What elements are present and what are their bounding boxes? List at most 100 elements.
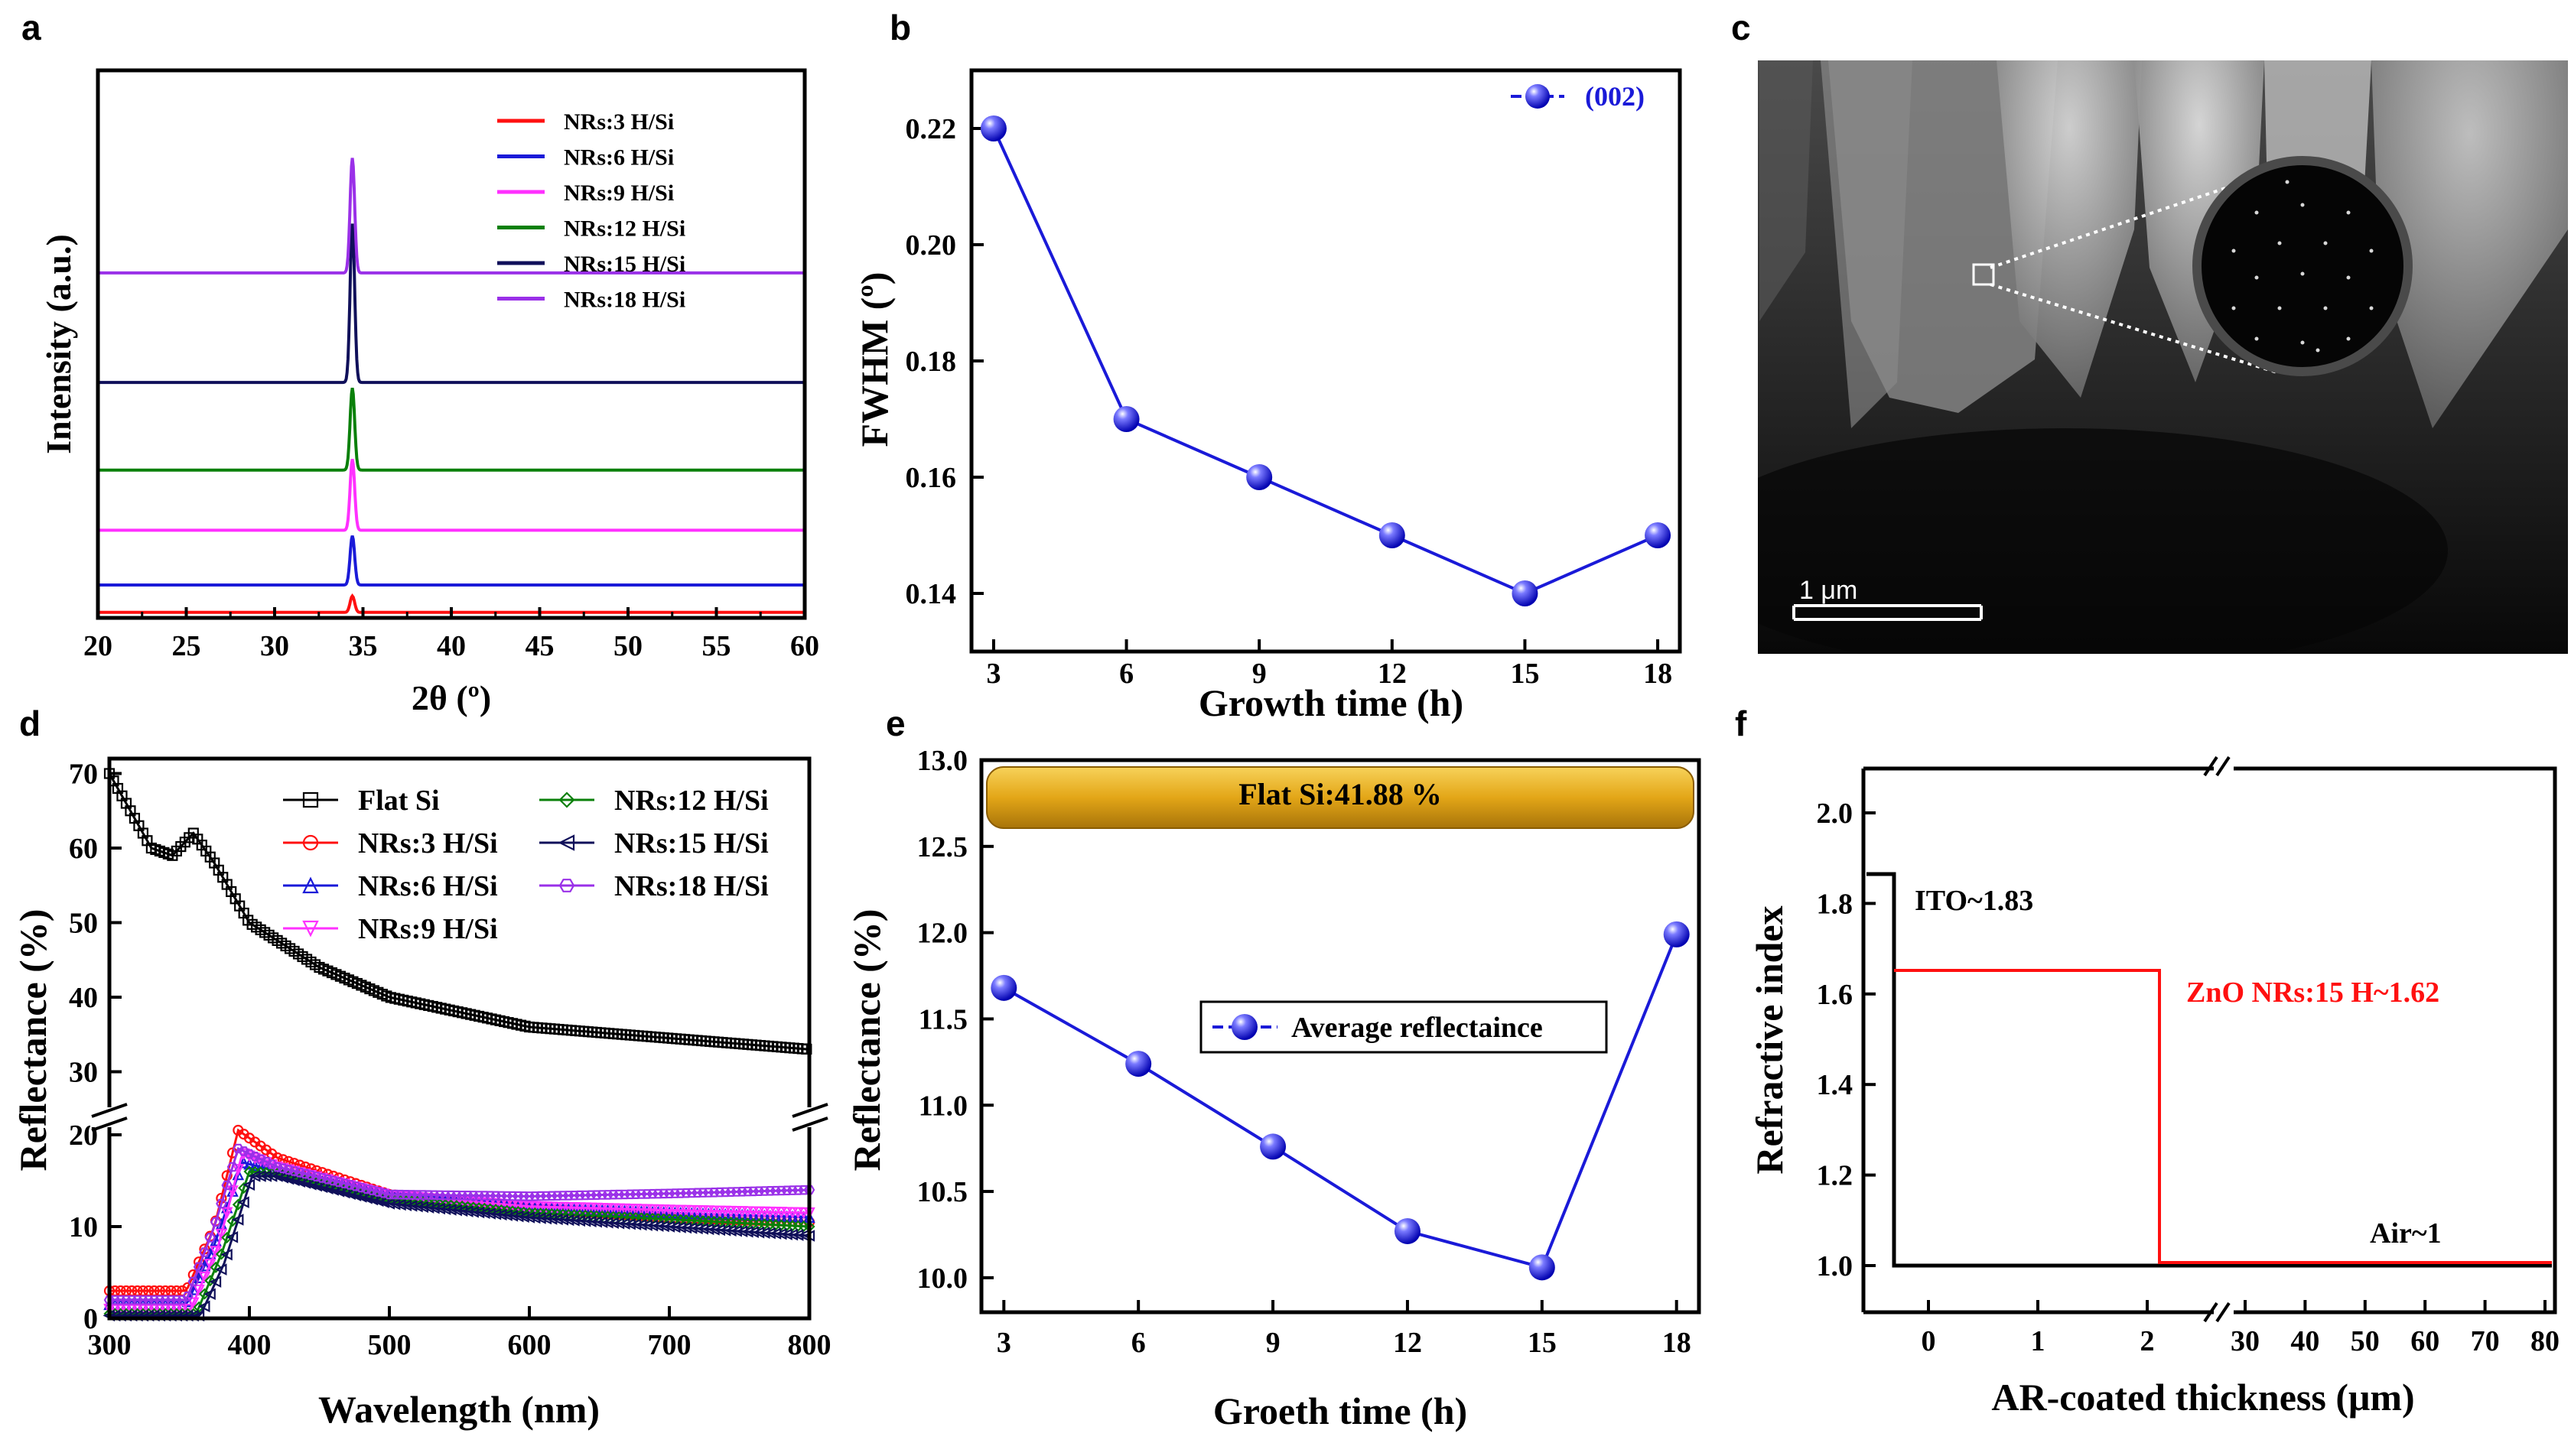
d-y-tick-label: 0 [83, 1303, 98, 1335]
d-marker [634, 1218, 647, 1231]
d-marker [702, 1205, 715, 1217]
f-y-tick-label: 1.0 [1817, 1250, 1853, 1282]
d-marker [477, 1207, 490, 1220]
d-marker [685, 1222, 698, 1234]
d-marker [619, 1189, 630, 1200]
d-marker [719, 1205, 731, 1218]
sem-zoom-region [1972, 263, 1995, 286]
f-xlabel: AR-coated thickness (μm) [1991, 1376, 2414, 1419]
b-ylabel: FWHM (º) [853, 272, 896, 447]
d-marker [500, 1209, 513, 1221]
d-marker [724, 1224, 737, 1237]
d-marker [786, 1228, 799, 1241]
d-marker [685, 1204, 698, 1217]
d-marker [193, 1262, 205, 1272]
e-x-tick-label: 15 [1528, 1327, 1557, 1359]
d-marker [741, 1225, 753, 1238]
d-ylabel: Reflectance (%) [11, 909, 54, 1172]
a-series-lines [98, 158, 805, 614]
d-marker [220, 1207, 233, 1220]
b-x-tick-label: 9 [1252, 658, 1267, 690]
b-x-tick-label: 18 [1643, 658, 1672, 690]
d-marker [528, 1211, 541, 1224]
sem-diffraction-spot [2346, 336, 2351, 341]
d-y-tick-label: 50 [69, 908, 98, 940]
d-marker [731, 1187, 743, 1197]
b-x-tick-label: 12 [1378, 658, 1407, 690]
d-marker [506, 1191, 519, 1201]
d-legend-label: NRs:15 H/Si [614, 827, 769, 860]
d-plot-frame [107, 756, 812, 1321]
d-y-tick-label: 10 [69, 1211, 98, 1243]
b-point [980, 115, 1007, 141]
d-marker [753, 1206, 765, 1219]
d-marker [719, 1207, 731, 1220]
d-marker [657, 1220, 669, 1233]
panel-letter-a: a [21, 8, 41, 47]
d-marker [428, 1201, 440, 1214]
d-marker [774, 1227, 787, 1240]
d-marker [181, 1303, 194, 1316]
a-x-tick-label: 30 [260, 630, 289, 662]
d-marker [103, 1295, 116, 1305]
d-marker [226, 1231, 239, 1243]
d-series-group [103, 1165, 815, 1320]
f-x-tick-label: 40 [2290, 1325, 2319, 1357]
panel-b: 3 6 9 12 15 18 0.14 0.16 0.18 0.20 0.22 Growth tim… [853, 68, 1682, 724]
d-marker [708, 1224, 720, 1236]
sem-diffraction-spot [2231, 249, 2236, 253]
d-marker [210, 1246, 222, 1258]
d-legend-label: NRs:18 H/Si [614, 870, 769, 902]
d-marker [445, 1190, 457, 1201]
d-marker [249, 1159, 262, 1172]
d-marker [623, 1217, 636, 1230]
d-marker [197, 1300, 210, 1313]
f-annotation-zno: ZnO NRs:15 H~1.62 [2186, 977, 2439, 1009]
d-legend-marker [302, 920, 319, 938]
a-x-tick-label: 50 [613, 630, 643, 662]
d-marker [724, 1205, 737, 1218]
f-y-tick-label: 2.0 [1817, 798, 1853, 830]
e-x-tick-label: 6 [1131, 1327, 1146, 1359]
e-point [1260, 1133, 1287, 1160]
d-marker [691, 1205, 704, 1217]
d-marker [662, 1220, 675, 1233]
b-point [1512, 580, 1538, 606]
d-marker [203, 1288, 216, 1301]
sem-diffraction-spot [2323, 306, 2328, 310]
panel-c-sem-image: 1 μm [1758, 60, 2568, 654]
sem-nanorod [2134, 60, 2264, 382]
d-marker [635, 1205, 648, 1217]
d-marker [539, 1212, 552, 1225]
f-axis-break [2203, 756, 2231, 1323]
d-marker [461, 1205, 474, 1217]
d-y-tick-label: 70 [69, 759, 98, 791]
d-marker [216, 1198, 227, 1209]
a-ylabel: Intensity (a.u.) [39, 234, 78, 454]
d-marker [741, 1208, 754, 1221]
e-y-tick-label: 12.0 [917, 918, 968, 950]
d-marker [411, 1200, 423, 1213]
d-marker [702, 1207, 715, 1220]
d-marker [494, 1208, 507, 1221]
d-marker [674, 1221, 686, 1233]
b-point [1246, 464, 1273, 490]
d-marker [623, 1204, 636, 1217]
d-marker [747, 1206, 760, 1219]
f-annotation-air: Air~1 [2370, 1217, 2442, 1250]
f-x-tick-label: 70 [2471, 1325, 2500, 1357]
d-marker [562, 1191, 574, 1201]
d-marker [680, 1207, 692, 1219]
d-marker [115, 1295, 126, 1305]
f-annotation-ito: ITO~1.83 [1915, 885, 2033, 917]
b-y-tick-label: 0.20 [906, 229, 957, 262]
d-marker [198, 1271, 211, 1284]
d-marker [199, 1247, 210, 1257]
d-marker [171, 1295, 183, 1305]
d-x-tick-label: 700 [648, 1329, 692, 1361]
d-marker [259, 1170, 272, 1182]
d-marker [708, 1205, 721, 1218]
d-legend-marker [558, 879, 575, 892]
b-y-tick-label: 0.18 [906, 346, 957, 378]
e-x-tick-label: 9 [1266, 1327, 1281, 1359]
